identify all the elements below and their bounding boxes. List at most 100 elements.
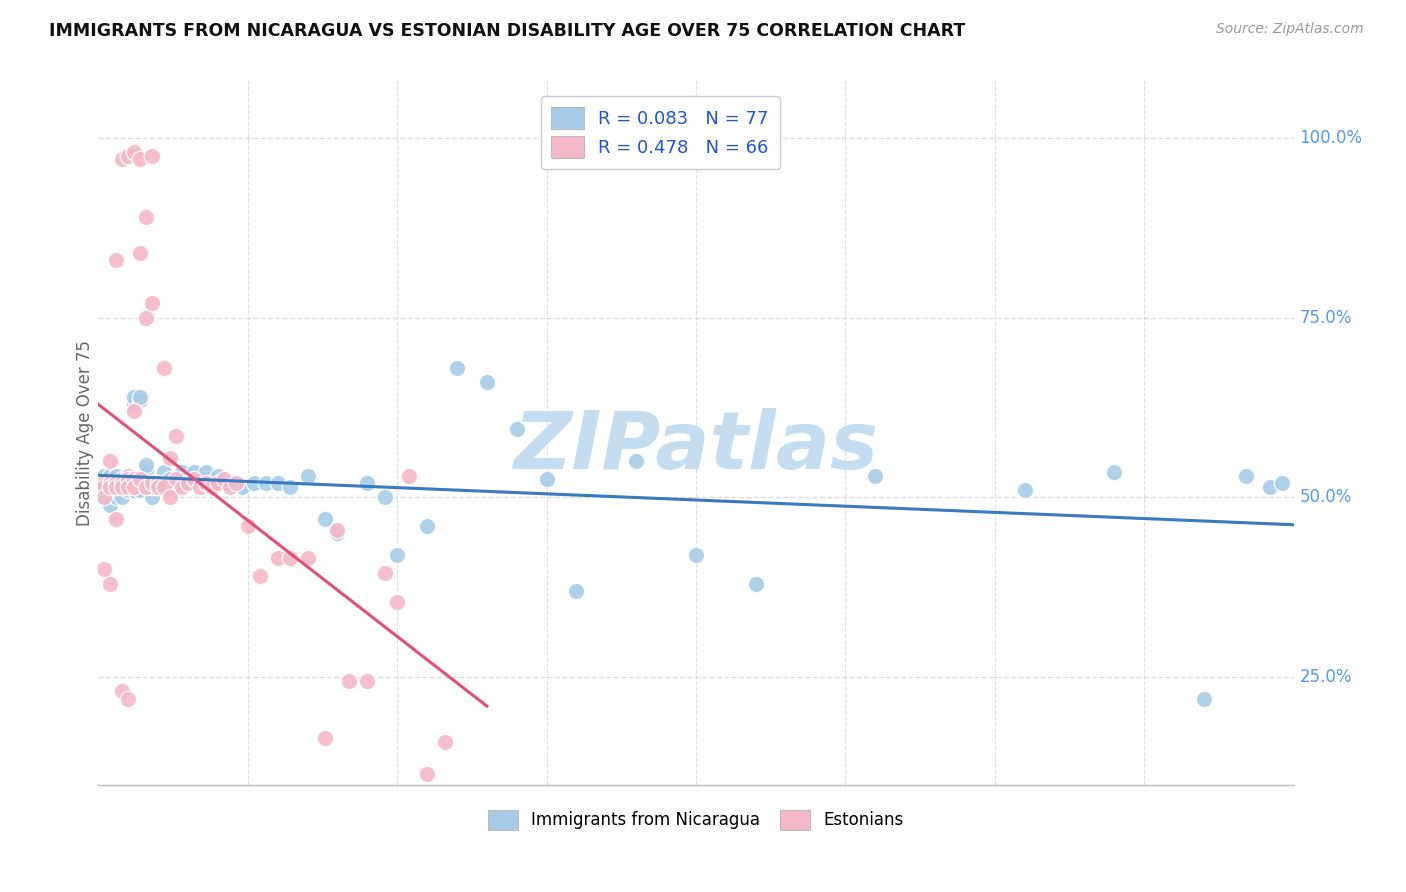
- Point: [195, 465, 218, 479]
- Point: [267, 475, 290, 490]
- Point: [93, 468, 115, 483]
- Point: [117, 475, 139, 490]
- Point: [135, 479, 157, 493]
- Point: [111, 153, 134, 167]
- Point: [177, 475, 200, 490]
- Point: [165, 472, 187, 486]
- Point: [172, 479, 194, 493]
- Point: [117, 472, 139, 486]
- Point: [153, 465, 176, 479]
- Point: [1271, 475, 1294, 490]
- Point: [506, 422, 529, 436]
- Point: [105, 475, 128, 490]
- Point: [219, 479, 242, 493]
- Text: 75.0%: 75.0%: [1299, 309, 1353, 326]
- Point: [297, 551, 319, 566]
- Point: [93, 491, 115, 505]
- Point: [124, 483, 146, 497]
- Point: [117, 468, 139, 483]
- Point: [93, 479, 115, 493]
- Point: [148, 479, 170, 493]
- Point: [159, 472, 181, 486]
- Point: [105, 475, 128, 490]
- Point: [141, 475, 163, 490]
- Text: Source: ZipAtlas.com: Source: ZipAtlas.com: [1216, 22, 1364, 37]
- Point: [165, 479, 187, 493]
- Point: [446, 360, 468, 375]
- Point: [124, 404, 146, 418]
- Point: [141, 296, 163, 310]
- Point: [129, 393, 152, 408]
- Point: [124, 475, 146, 490]
- Point: [117, 472, 139, 486]
- Point: [117, 483, 139, 497]
- Point: [188, 479, 211, 493]
- Point: [1234, 468, 1257, 483]
- Point: [129, 475, 152, 490]
- Point: [1258, 479, 1281, 493]
- Point: [129, 153, 152, 167]
- Point: [141, 149, 163, 163]
- Point: [153, 479, 176, 493]
- Point: [124, 397, 146, 411]
- Point: [111, 479, 134, 493]
- Point: [1014, 483, 1036, 497]
- Point: [98, 479, 122, 493]
- Point: [1192, 691, 1215, 706]
- Point: [374, 491, 396, 505]
- Point: [98, 483, 122, 497]
- Point: [398, 468, 420, 483]
- Y-axis label: Disability Age Over 75: Disability Age Over 75: [76, 340, 94, 525]
- Point: [141, 475, 163, 490]
- Point: [124, 472, 146, 486]
- Point: [124, 145, 146, 160]
- Point: [385, 594, 409, 608]
- Point: [416, 519, 439, 533]
- Point: [153, 360, 176, 375]
- Legend: Immigrants from Nicaragua, Estonians: Immigrants from Nicaragua, Estonians: [481, 803, 911, 837]
- Point: [356, 475, 378, 490]
- Point: [183, 465, 205, 479]
- Point: [177, 475, 200, 490]
- Point: [225, 475, 247, 490]
- Point: [98, 475, 122, 490]
- Point: [135, 310, 157, 325]
- Point: [278, 551, 301, 566]
- Point: [111, 684, 134, 698]
- Point: [124, 390, 146, 404]
- Point: [135, 458, 157, 472]
- Point: [129, 390, 152, 404]
- Point: [685, 548, 707, 562]
- Point: [475, 376, 498, 390]
- Point: [212, 472, 235, 486]
- Point: [129, 483, 152, 497]
- Point: [165, 429, 187, 443]
- Point: [278, 479, 301, 493]
- Point: [207, 475, 229, 490]
- Point: [98, 468, 122, 483]
- Point: [434, 735, 457, 749]
- Point: [93, 491, 115, 505]
- Point: [865, 468, 887, 483]
- Point: [267, 551, 290, 566]
- Point: [339, 673, 361, 688]
- Point: [385, 548, 409, 562]
- Point: [416, 767, 439, 781]
- Point: [111, 479, 134, 493]
- Point: [148, 475, 170, 490]
- Point: [326, 526, 349, 541]
- Point: [111, 475, 134, 490]
- Point: [565, 583, 588, 598]
- Point: [111, 475, 134, 490]
- Point: [745, 576, 768, 591]
- Point: [326, 523, 349, 537]
- Point: [626, 454, 648, 468]
- Text: IMMIGRANTS FROM NICARAGUA VS ESTONIAN DISABILITY AGE OVER 75 CORRELATION CHART: IMMIGRANTS FROM NICARAGUA VS ESTONIAN DI…: [49, 22, 966, 40]
- Point: [105, 512, 128, 526]
- Point: [1104, 465, 1126, 479]
- Point: [98, 576, 122, 591]
- Point: [165, 475, 187, 490]
- Point: [111, 472, 134, 486]
- Point: [159, 479, 181, 493]
- Point: [153, 475, 176, 490]
